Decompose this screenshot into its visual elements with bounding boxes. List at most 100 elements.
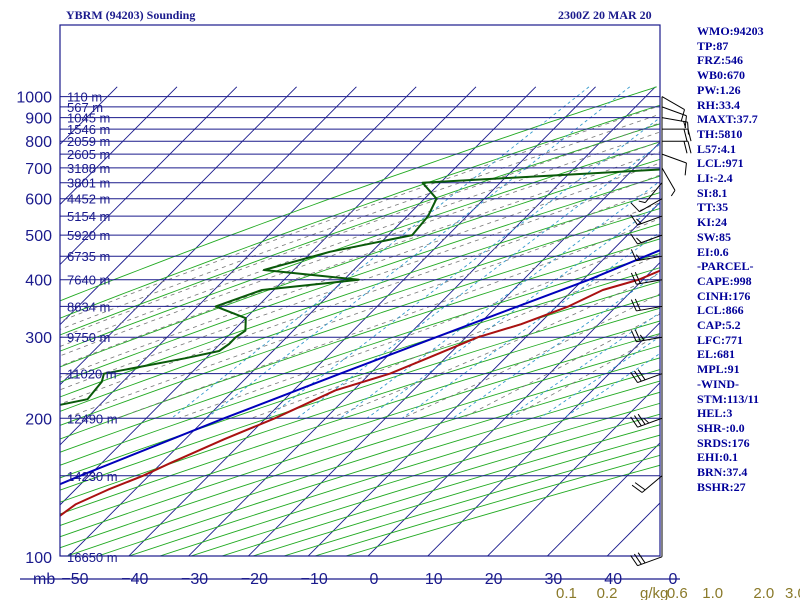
moist-adiabat xyxy=(60,113,660,330)
temperature-tick-label: 0 xyxy=(370,571,379,588)
temperature-tick-label: −10 xyxy=(301,571,328,588)
dry-adiabat xyxy=(60,104,660,319)
height-label: 110 m xyxy=(67,90,102,105)
stability-index: EHI:0.1 xyxy=(697,450,739,465)
isotherm xyxy=(60,86,417,446)
mixing-ratio-label: 1.0 xyxy=(702,585,723,600)
mixing-ratio-line xyxy=(296,143,660,419)
stability-index: EL:681 xyxy=(697,347,736,362)
stability-index: TH:5810 xyxy=(697,126,743,141)
height-label: 1045 m xyxy=(67,111,110,126)
stability-index: LI:-2.4 xyxy=(697,171,733,186)
dewpoint-line xyxy=(60,168,660,406)
pressure-tick-label: 600 xyxy=(25,192,52,209)
stability-index: WMO:94203 xyxy=(697,24,764,38)
height-label: 567 m xyxy=(67,100,103,115)
stability-index: EI:0.6 xyxy=(697,244,729,259)
stability-index: TT:35 xyxy=(697,200,729,215)
mixing-ratio-label: 0.1 xyxy=(556,585,577,600)
moist-adiabat xyxy=(60,162,660,378)
stability-index: CAP:5.2 xyxy=(697,318,741,333)
height-label: 5154 m xyxy=(67,209,110,224)
dry-adiabat xyxy=(60,86,657,302)
stability-index: LCL:971 xyxy=(697,156,744,171)
height-label: 5920 m xyxy=(67,228,110,243)
height-label: 16650 m xyxy=(67,550,118,565)
mixing-ratio-label: 2.0 xyxy=(753,585,774,600)
stability-index: KI:24 xyxy=(697,215,727,230)
moist-adiabat xyxy=(65,202,660,419)
stability-index: -PARCEL- xyxy=(697,259,754,274)
isotherm xyxy=(427,321,660,556)
wind-barb xyxy=(630,369,663,384)
dry-adiabat xyxy=(60,333,660,526)
temperature-tick-label: 20 xyxy=(485,571,503,588)
height-label: 7640 m xyxy=(67,273,110,288)
height-label: 1546 m xyxy=(67,122,110,137)
mixing-ratio-line xyxy=(563,352,660,419)
pressure-tick-label: 700 xyxy=(25,161,52,178)
isotherm xyxy=(60,86,238,266)
mixing-ratio-label: 3.0 xyxy=(785,585,800,600)
isotherm xyxy=(0,87,57,557)
stability-index: RH:33.4 xyxy=(697,97,740,112)
dry-adiabat xyxy=(60,294,660,491)
wind-barb xyxy=(662,140,692,154)
wind-barb xyxy=(638,182,663,204)
moist-adiabat xyxy=(402,293,660,419)
moist-adiabat xyxy=(251,253,660,419)
pressure-tick-label: 200 xyxy=(25,411,52,428)
wind-barb xyxy=(630,214,663,226)
height-label: 3801 m xyxy=(67,176,110,191)
pressure-tick-label: 500 xyxy=(25,228,52,245)
temperature-tick-label: 30 xyxy=(545,571,563,588)
mixing-ratio-label: 0.6 xyxy=(667,585,688,600)
stability-index: TP:87 xyxy=(697,38,729,53)
temperature-tick-label: −20 xyxy=(241,571,268,588)
mixing-ratio-line xyxy=(401,231,660,419)
temperature-tick-label: 10 xyxy=(425,571,443,588)
dry-adiabat xyxy=(60,238,660,440)
height-label: 3188 m xyxy=(67,161,110,176)
stability-index: CINH:176 xyxy=(697,288,751,303)
temperature-line xyxy=(60,269,660,517)
stability-index: WB0:670 xyxy=(697,68,745,83)
mixing-ratio-label: 0.2 xyxy=(597,585,618,600)
wind-barb xyxy=(630,329,663,343)
wind-barb xyxy=(662,128,692,142)
isotherm xyxy=(367,261,660,556)
temperature-tick-label: 40 xyxy=(604,571,622,588)
wind-barb xyxy=(661,96,685,122)
dry-adiabat xyxy=(60,252,660,453)
stability-index: SRDS:176 xyxy=(697,435,750,450)
sounding-datetime: 2300Z 20 MAR 20 xyxy=(558,8,652,22)
parcel-line xyxy=(60,249,660,486)
pressure-tick-label: 900 xyxy=(25,111,52,128)
height-label: 6735 m xyxy=(67,249,110,264)
wind-barb xyxy=(661,153,687,176)
dry-adiabat xyxy=(60,192,660,398)
stability-index: BSHR:27 xyxy=(697,479,746,494)
dry-adiabat xyxy=(60,223,660,426)
stability-index-list: WMO:94203 TP:87 FRZ:546 WB0:670 PW:1.26 RH:33… xyxy=(697,24,764,495)
temperature-tick-label: −30 xyxy=(181,571,208,588)
stability-index: MAXT:37.7 xyxy=(697,112,758,127)
isotherm xyxy=(60,86,477,506)
moist-adiabat xyxy=(60,105,660,322)
pressure-tick-label: 800 xyxy=(25,134,52,151)
stability-index: MPL:91 xyxy=(697,362,740,377)
plot-frame xyxy=(59,24,661,557)
dry-adiabat xyxy=(60,207,660,412)
stability-index: LFC:771 xyxy=(697,332,743,347)
moist-adiabat xyxy=(60,122,660,339)
pressure-tick-label: 400 xyxy=(25,273,52,290)
stability-index: PW:1.26 xyxy=(697,82,741,97)
dry-adiabat xyxy=(60,320,660,515)
mixing-ratio-line xyxy=(171,86,590,419)
height-label: 14230 m xyxy=(67,469,118,484)
wind-barb xyxy=(630,198,663,213)
dry-adiabat xyxy=(60,345,660,538)
wind-barb xyxy=(630,552,663,567)
moist-adiabat xyxy=(329,273,660,419)
height-label: 9750 m xyxy=(67,330,110,345)
